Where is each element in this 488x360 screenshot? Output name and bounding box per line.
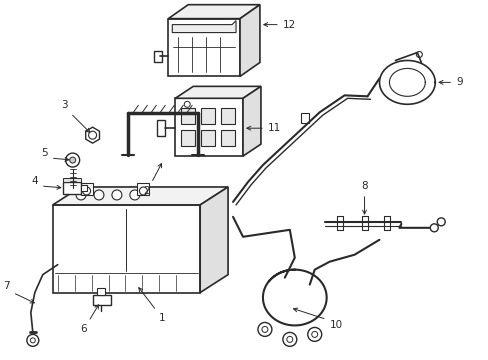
Text: 5: 5 bbox=[41, 148, 48, 158]
Bar bbox=[157, 120, 165, 136]
Bar bbox=[201, 130, 215, 146]
Text: 1: 1 bbox=[158, 314, 165, 324]
Text: 11: 11 bbox=[267, 123, 281, 133]
Text: 3: 3 bbox=[61, 100, 67, 110]
Bar bbox=[81, 183, 92, 195]
Bar bbox=[221, 108, 235, 124]
Bar bbox=[181, 130, 195, 146]
Circle shape bbox=[282, 332, 296, 346]
Circle shape bbox=[112, 190, 122, 200]
Bar bbox=[181, 108, 195, 124]
Circle shape bbox=[415, 51, 422, 58]
Polygon shape bbox=[168, 5, 260, 19]
Circle shape bbox=[94, 190, 104, 200]
Circle shape bbox=[311, 332, 317, 337]
Bar bbox=[175, 98, 243, 156]
Circle shape bbox=[429, 224, 437, 232]
Circle shape bbox=[286, 336, 292, 342]
Bar bbox=[300, 113, 308, 123]
Circle shape bbox=[82, 187, 90, 195]
Bar bbox=[154, 50, 162, 62]
Polygon shape bbox=[53, 187, 227, 205]
Bar bbox=[201, 108, 215, 124]
Text: 2: 2 bbox=[143, 186, 149, 196]
Bar bbox=[96, 288, 104, 294]
Circle shape bbox=[258, 323, 271, 336]
Text: 4: 4 bbox=[31, 176, 38, 186]
Polygon shape bbox=[53, 205, 200, 293]
Text: 9: 9 bbox=[455, 77, 462, 87]
Bar bbox=[62, 178, 81, 182]
Circle shape bbox=[30, 338, 35, 343]
Circle shape bbox=[436, 218, 444, 226]
Bar bbox=[81, 185, 86, 191]
Circle shape bbox=[88, 131, 96, 139]
Polygon shape bbox=[200, 187, 227, 293]
Bar bbox=[137, 183, 149, 195]
Circle shape bbox=[65, 153, 80, 167]
Circle shape bbox=[184, 101, 190, 107]
Polygon shape bbox=[240, 5, 260, 76]
Bar bbox=[168, 19, 240, 76]
Text: 8: 8 bbox=[361, 181, 367, 191]
Polygon shape bbox=[175, 86, 261, 98]
Circle shape bbox=[139, 187, 147, 195]
Circle shape bbox=[307, 328, 321, 341]
Text: 6: 6 bbox=[80, 324, 87, 334]
Text: 7: 7 bbox=[3, 281, 10, 291]
Circle shape bbox=[69, 157, 76, 163]
Bar bbox=[92, 294, 110, 305]
Circle shape bbox=[130, 190, 140, 200]
Polygon shape bbox=[172, 21, 236, 32]
Text: 12: 12 bbox=[282, 19, 296, 30]
Circle shape bbox=[76, 190, 86, 200]
Bar bbox=[62, 182, 81, 194]
Circle shape bbox=[262, 327, 267, 332]
Polygon shape bbox=[243, 86, 261, 156]
Bar bbox=[221, 130, 235, 146]
Polygon shape bbox=[85, 127, 99, 143]
Text: 10: 10 bbox=[329, 320, 342, 330]
Circle shape bbox=[27, 334, 39, 346]
